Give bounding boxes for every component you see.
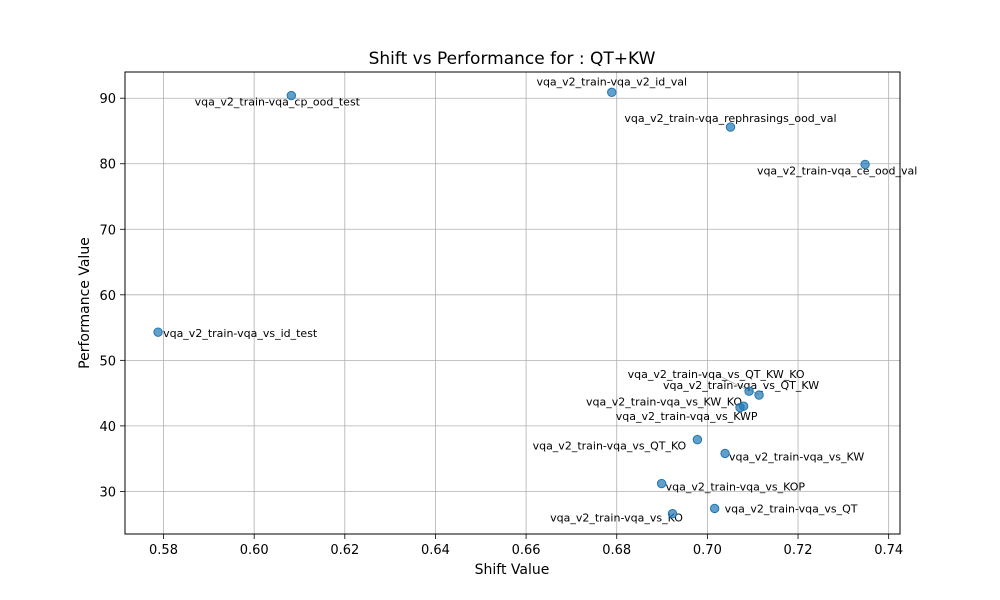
point-label: vqa_v2_train-vqa_vs_KOP <box>666 481 806 494</box>
data-point <box>667 508 678 519</box>
y-tick-label: 60 <box>99 289 116 304</box>
data-point <box>738 401 749 411</box>
y-tick-label: 30 <box>99 485 116 500</box>
data-point <box>709 503 720 514</box>
y-axis-label: Performance Value <box>77 237 93 369</box>
leader-line <box>715 373 750 392</box>
point-label: vqa_v2_train-vqa_vs_QT_KW <box>663 379 819 392</box>
x-tick-label: 0.60 <box>240 543 269 558</box>
point-label: vqa_v2_train-vqa_vs_KW_KO <box>586 396 742 409</box>
point-label: vqa_v2_train-vqa_vs_id_test <box>163 327 318 340</box>
data-point <box>153 327 163 337</box>
point-label: vqa_v2_train-vqa_vs_QT <box>725 502 858 515</box>
point-label: vqa_v2_train-vqa_v2_id_val <box>536 75 687 88</box>
plot-area-frame <box>124 71 901 535</box>
x-tick-label: 0.72 <box>784 543 813 558</box>
data-point <box>754 390 764 400</box>
data-point <box>860 159 870 170</box>
chart-title: Shift vs Performance for : QT+KW <box>369 49 656 69</box>
point-label: vqa_v2_train-vqa_vs_KO <box>550 512 683 525</box>
data-point <box>692 434 703 445</box>
point-label: vqa_v2_train-vqa_vs_QT_KW_KO <box>628 368 805 381</box>
y-tick-label: 90 <box>99 92 116 107</box>
x-tick-label: 0.70 <box>693 543 722 558</box>
point-label: vqa_v2_train-vqa_vs_QT_KO <box>533 440 687 453</box>
point-label: vqa_v2_train-vqa_ce_ood_val <box>757 164 917 177</box>
data-point <box>720 448 730 459</box>
y-tick-label: 70 <box>99 223 116 238</box>
point-label: vqa_v2_train-vqa_cp_ood_test <box>195 96 361 109</box>
x-tick-label: 0.68 <box>602 543 631 558</box>
data-point <box>744 386 754 396</box>
tick-layer: 0.58 0.60 0.62 0.64 0.66 0.68 0.70 0.72 0.74 30 40… <box>99 92 903 558</box>
point-label: vqa_v2_train-vqa_rephrasings_ood_val <box>624 112 836 125</box>
data-point <box>286 90 297 101</box>
data-point <box>656 478 667 489</box>
data-point-layer <box>153 87 870 519</box>
y-tick-label: 50 <box>99 354 116 369</box>
y-tick-label: 80 <box>99 158 116 173</box>
x-tick-label: 0.58 <box>149 543 178 558</box>
x-tick-label: 0.64 <box>421 543 450 558</box>
x-axis-label: Shift Value <box>475 562 550 578</box>
annotation-layer: vqa_v2_train-vqa_cp_ood_test vqa_v2_train… <box>163 75 917 524</box>
x-tick-label: 0.62 <box>330 543 359 558</box>
data-point <box>607 87 617 98</box>
data-point <box>725 122 736 132</box>
point-label: vqa_v2_train-vqa_vs_KWP <box>616 410 758 423</box>
point-label: vqa_v2_train-vqa_vs_KW <box>729 450 864 463</box>
x-tick-label: 0.66 <box>512 543 541 558</box>
grid-layer <box>125 72 900 534</box>
y-tick-label: 40 <box>99 420 116 435</box>
x-tick-label: 0.74 <box>874 543 903 558</box>
